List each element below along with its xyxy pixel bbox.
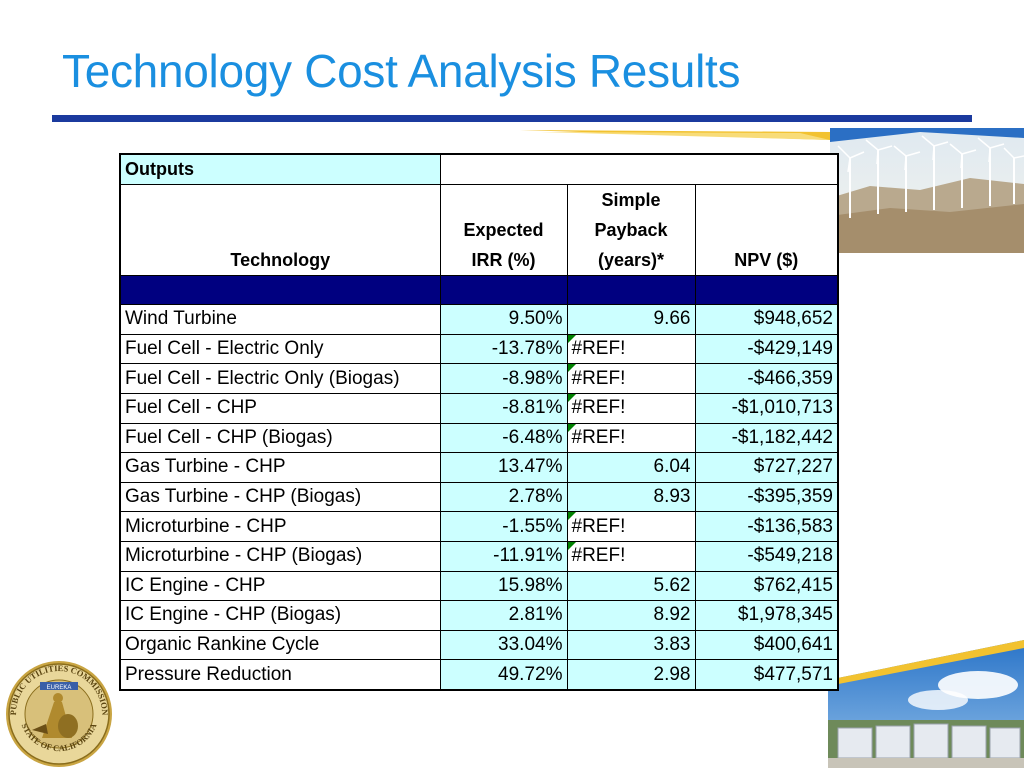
generators-photo bbox=[828, 640, 1024, 768]
header-row: Technology Expected IRR (%) Simple Payba… bbox=[119, 183, 839, 276]
payback-cell: #REF! bbox=[566, 511, 696, 542]
irr-cell: -8.98% bbox=[439, 363, 568, 394]
technology-cell: IC Engine - CHP bbox=[119, 570, 441, 602]
header-band-cell bbox=[694, 274, 839, 306]
payback-cell: 8.92 bbox=[566, 600, 696, 631]
irr-cell: -8.81% bbox=[439, 392, 568, 424]
technology-cell: Microturbine - CHP (Biogas) bbox=[119, 540, 441, 572]
npv-cell: -$1,182,442 bbox=[694, 422, 839, 454]
payback-cell: #REF! bbox=[566, 392, 696, 424]
irr-cell: 2.78% bbox=[439, 481, 568, 513]
npv-header: NPV ($) bbox=[694, 183, 839, 276]
irr-cell: 49.72% bbox=[439, 659, 568, 691]
header-band-cell bbox=[439, 274, 568, 306]
header-band-row bbox=[119, 274, 839, 306]
irr-cell: 2.81% bbox=[439, 600, 568, 631]
technology-cell: Fuel Cell - Electric Only (Biogas) bbox=[119, 363, 441, 394]
title-rule bbox=[52, 115, 972, 122]
payback-header-line3: (years)* bbox=[597, 249, 665, 270]
irr-header: Expected IRR (%) bbox=[439, 183, 568, 276]
npv-cell: -$1,010,713 bbox=[694, 392, 839, 424]
technology-cell: Gas Turbine - CHP bbox=[119, 452, 441, 483]
payback-cell: 2.98 bbox=[566, 659, 696, 691]
npv-cell: $762,415 bbox=[694, 570, 839, 602]
technology-cell: Fuel Cell - CHP (Biogas) bbox=[119, 422, 441, 454]
irr-cell: 13.47% bbox=[439, 452, 568, 483]
header-band-cell bbox=[119, 274, 441, 306]
irr-cell: -1.55% bbox=[439, 511, 568, 542]
payback-cell: 6.04 bbox=[566, 452, 696, 483]
technology-cell: Gas Turbine - CHP (Biogas) bbox=[119, 481, 441, 513]
technology-cell: Organic Rankine Cycle bbox=[119, 629, 441, 661]
table-row: IC Engine - CHP 15.98% 5.62 $762,415 bbox=[119, 570, 839, 602]
outputs-row: Outputs bbox=[119, 153, 839, 185]
payback-cell: #REF! bbox=[566, 363, 696, 394]
table-row: Wind Turbine 9.50% 9.66 $948,652 bbox=[119, 304, 839, 335]
npv-cell: -$429,149 bbox=[694, 333, 839, 365]
technology-cell: Wind Turbine bbox=[119, 304, 441, 335]
table-row: IC Engine - CHP (Biogas) 2.81% 8.92 $1,9… bbox=[119, 600, 839, 631]
payback-cell: #REF! bbox=[566, 333, 696, 365]
irr-cell: -11.91% bbox=[439, 540, 568, 572]
table-row: Fuel Cell - CHP (Biogas) -6.48% #REF! -$… bbox=[119, 422, 839, 454]
payback-cell: #REF! bbox=[566, 422, 696, 454]
outputs-blank-cell bbox=[439, 153, 839, 185]
table-row: Gas Turbine - CHP 13.47% 6.04 $727,227 bbox=[119, 452, 839, 483]
technology-cell: Fuel Cell - Electric Only bbox=[119, 333, 441, 365]
npv-cell: -$549,218 bbox=[694, 540, 839, 572]
technology-cell: IC Engine - CHP (Biogas) bbox=[119, 600, 441, 631]
payback-header: Simple Payback (years)* bbox=[566, 183, 696, 276]
slide-title: Technology Cost Analysis Results bbox=[62, 45, 741, 97]
table-row: Microturbine - CHP -1.55% #REF! -$136,58… bbox=[119, 511, 839, 542]
outputs-label: Outputs bbox=[119, 153, 441, 185]
table-row: Fuel Cell - Electric Only -13.78% #REF! … bbox=[119, 333, 839, 365]
header-band-cell bbox=[566, 274, 696, 306]
payback-cell: 9.66 bbox=[566, 304, 696, 335]
cpuc-seal-logo: PUBLIC UTILITIES COMMISSION STATE OF CAL… bbox=[6, 661, 112, 767]
payback-header-line1: Simple bbox=[601, 189, 661, 210]
npv-cell: $1,978,345 bbox=[694, 600, 839, 631]
results-table: Outputs Technology Expected IRR (%) Simp… bbox=[119, 153, 839, 691]
irr-cell: -6.48% bbox=[439, 422, 568, 454]
technology-cell: Microturbine - CHP bbox=[119, 511, 441, 542]
npv-cell: -$466,359 bbox=[694, 363, 839, 394]
payback-cell: 3.83 bbox=[566, 629, 696, 661]
wind-turbines-photo bbox=[830, 128, 1024, 253]
npv-cell: -$136,583 bbox=[694, 511, 839, 542]
table-row: Fuel Cell - Electric Only (Biogas) -8.98… bbox=[119, 363, 839, 394]
technology-header: Technology bbox=[119, 183, 441, 276]
technology-cell: Fuel Cell - CHP bbox=[119, 392, 441, 424]
table-row: Microturbine - CHP (Biogas) -11.91% #REF… bbox=[119, 540, 839, 572]
irr-cell: 33.04% bbox=[439, 629, 568, 661]
technology-cell: Pressure Reduction bbox=[119, 659, 441, 691]
payback-cell: 5.62 bbox=[566, 570, 696, 602]
npv-cell: $727,227 bbox=[694, 452, 839, 483]
payback-cell: 8.93 bbox=[566, 481, 696, 513]
npv-cell: $400,641 bbox=[694, 629, 839, 661]
table-row: Gas Turbine - CHP (Biogas) 2.78% 8.93 -$… bbox=[119, 481, 839, 513]
npv-cell: -$395,359 bbox=[694, 481, 839, 513]
irr-header-line1: Expected bbox=[463, 219, 544, 240]
irr-header-line2: IRR (%) bbox=[471, 249, 536, 270]
table-row: Fuel Cell - CHP -8.81% #REF! -$1,010,713 bbox=[119, 392, 839, 424]
irr-cell: 15.98% bbox=[439, 570, 568, 602]
npv-cell: $477,571 bbox=[694, 659, 839, 691]
table-row: Organic Rankine Cycle 33.04% 3.83 $400,6… bbox=[119, 629, 839, 661]
payback-cell: #REF! bbox=[566, 540, 696, 572]
npv-cell: $948,652 bbox=[694, 304, 839, 335]
irr-cell: -13.78% bbox=[439, 333, 568, 365]
payback-header-line2: Payback bbox=[594, 219, 668, 240]
table-row: Pressure Reduction 49.72% 2.98 $477,571 bbox=[119, 659, 839, 691]
irr-cell: 9.50% bbox=[439, 304, 568, 335]
seal-banner-text: EUREKA bbox=[47, 685, 72, 691]
